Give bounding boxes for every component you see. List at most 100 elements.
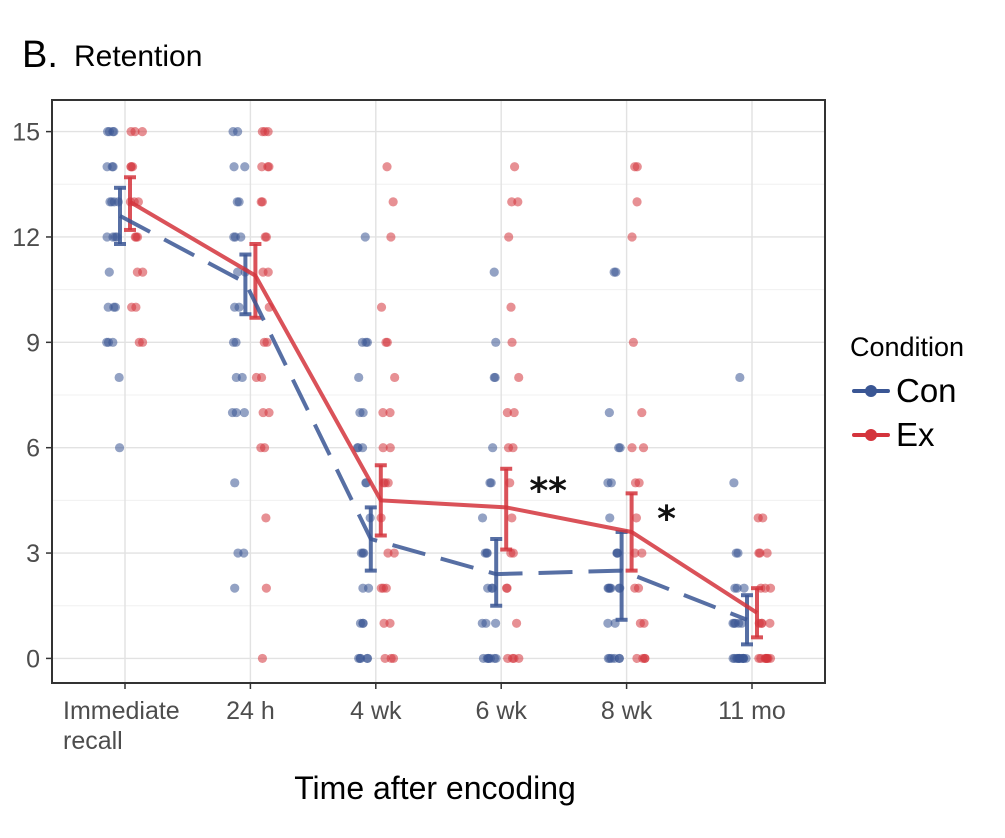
data-point-ex: [390, 372, 400, 383]
data-point-ex: [257, 653, 268, 664]
data-point-ex: [502, 407, 512, 418]
legend: Condition Con Ex: [850, 332, 964, 457]
data-point-ex: [503, 653, 513, 664]
data-point-ex: [378, 443, 388, 453]
data-point-con: [102, 162, 112, 172]
data-point-ex: [507, 337, 517, 347]
y-tick-label: 6: [26, 435, 40, 463]
data-point-con: [729, 478, 739, 488]
legend-label-ex: Ex: [896, 416, 935, 453]
legend-key-ex-icon: [850, 422, 892, 448]
data-point-con: [357, 443, 368, 453]
data-point-ex: [514, 372, 524, 383]
data-point-ex: [638, 653, 648, 664]
data-point-con: [732, 653, 742, 664]
data-point-ex: [378, 583, 388, 593]
data-point-ex: [376, 302, 387, 312]
data-point-con: [228, 337, 239, 347]
data-point-ex: [128, 162, 138, 172]
data-point-con: [108, 232, 118, 242]
data-point-con: [731, 548, 741, 558]
data-point-con: [354, 372, 364, 383]
data-point-con: [609, 267, 619, 277]
data-point-ex: [637, 548, 647, 558]
data-point-ex: [508, 443, 518, 453]
data-point-ex: [385, 443, 395, 453]
chart-title: Retention: [74, 40, 203, 73]
data-point-ex: [511, 618, 522, 628]
data-point-ex: [765, 618, 775, 628]
data-point-ex: [388, 197, 398, 207]
x-tick-label-line: 4 wk: [350, 697, 402, 725]
data-point-con: [358, 407, 368, 418]
legend-item-con: Con: [850, 369, 964, 413]
data-point-ex: [630, 583, 640, 593]
data-point-con: [603, 618, 613, 628]
data-point-ex: [509, 407, 519, 418]
data-point-ex: [251, 372, 262, 383]
data-point-con: [730, 583, 740, 593]
data-point-con: [233, 127, 243, 137]
data-point-con: [491, 337, 501, 347]
data-point-con: [240, 162, 250, 172]
data-point-con: [233, 548, 243, 558]
data-point-ex: [261, 232, 272, 242]
data-point-ex: [388, 653, 399, 664]
data-point-ex: [504, 232, 514, 242]
data-point-con: [230, 583, 240, 593]
data-point-ex: [383, 548, 393, 558]
data-point-con: [490, 618, 501, 628]
x-tick-label: 11 mo: [718, 697, 786, 725]
data-point-con: [477, 618, 487, 628]
x-axis-title: Time after encoding: [294, 770, 576, 806]
data-point-con: [489, 372, 499, 383]
data-point-con: [603, 478, 613, 488]
data-point-ex: [630, 478, 641, 488]
data-point-ex: [258, 267, 268, 277]
data-point-ex: [380, 653, 390, 664]
data-point-ex: [509, 162, 520, 172]
plot-border: [51, 99, 826, 684]
data-point-ex: [638, 443, 649, 453]
data-point-con: [239, 407, 249, 418]
data-point-con: [363, 583, 374, 593]
data-point-ex: [507, 513, 517, 523]
data-point-con: [739, 583, 749, 593]
data-point-con: [359, 548, 369, 558]
x-tick-label-line: 8 wk: [601, 697, 653, 725]
data-point-con: [606, 653, 617, 664]
data-point-con: [229, 162, 239, 172]
data-point-con: [104, 127, 115, 137]
x-tick-label-line: recall: [63, 727, 123, 755]
data-point-con: [109, 302, 119, 312]
data-point-con: [485, 478, 495, 488]
data-point-con: [477, 513, 488, 523]
data-point-con: [233, 267, 243, 277]
data-point-ex: [127, 302, 137, 312]
legend-label-con: Con: [896, 372, 957, 409]
y-tick-label: 3: [26, 540, 40, 568]
data-point-con: [234, 302, 244, 312]
data-point-con: [355, 618, 366, 628]
data-point-ex: [137, 127, 147, 137]
data-point-ex: [132, 267, 142, 277]
legend-title: Condition: [850, 332, 965, 362]
significance-marker: *: [657, 499, 676, 540]
x-tick-label-line: Immediate: [63, 697, 180, 725]
data-point-ex: [754, 653, 764, 664]
data-point-ex: [382, 162, 392, 172]
data-point-con: [104, 267, 114, 277]
data-point-ex: [258, 407, 268, 418]
x-tick-label: Immediate recall: [63, 697, 180, 755]
data-point-con: [734, 618, 744, 628]
data-point-con: [105, 197, 115, 207]
data-point-ex: [753, 513, 763, 523]
x-tick-label: 4 wk: [350, 697, 402, 725]
data-point-ex: [765, 653, 776, 664]
significance-marker: **: [529, 471, 567, 512]
mean-line-ex: [128, 200, 759, 615]
data-point-con: [361, 337, 371, 347]
x-tick-label-line: 6 wk: [475, 697, 527, 725]
x-tick-label: 6 wk: [475, 697, 527, 725]
data-point-con: [227, 407, 238, 418]
